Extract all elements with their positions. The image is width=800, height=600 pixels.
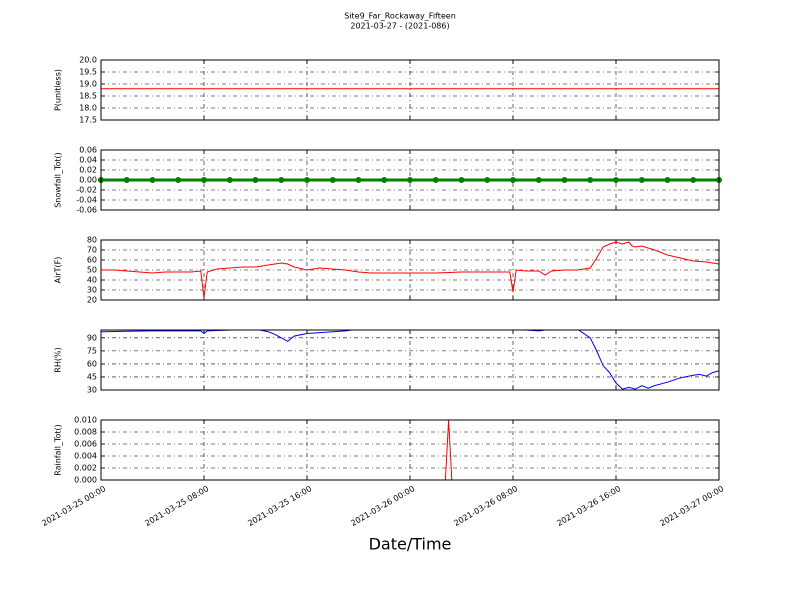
y-tick-label: 40 — [87, 276, 97, 285]
y-tick-label: 19.0 — [79, 80, 97, 89]
y-tick-label: 19.5 — [79, 68, 97, 77]
y-tick-label: 50 — [87, 266, 97, 275]
data-point — [561, 177, 568, 183]
y-tick-label: 18.0 — [79, 104, 97, 113]
data-point — [510, 177, 516, 183]
chart-title: Site9_Far_Rockaway_Fifteen — [344, 12, 456, 21]
x-tick-label: 2021-03-25 08:00 — [143, 484, 210, 528]
data-point — [484, 177, 491, 183]
data-point — [638, 177, 645, 183]
data-point — [304, 177, 310, 183]
y-tick-label: 80 — [87, 236, 97, 245]
data-point — [149, 177, 156, 183]
data-point — [587, 177, 594, 183]
data-line — [101, 241, 719, 299]
data-line — [101, 330, 719, 390]
y-tick-label: 0.006 — [74, 440, 97, 449]
data-point — [329, 177, 336, 183]
plot-frame — [100, 239, 720, 301]
data-point — [175, 177, 182, 183]
y-tick-label: 45 — [87, 372, 97, 381]
y-tick-label: -0.04 — [76, 196, 97, 205]
y-tick-label: 20 — [87, 296, 97, 305]
y-tick-label: 0.008 — [74, 428, 97, 437]
y-tick-label: 60 — [87, 359, 97, 368]
y-tick-label: 0.002 — [74, 464, 97, 473]
plot-frame — [100, 59, 720, 121]
x-tick-label: 2021-03-25 00:00 — [40, 484, 107, 528]
y-tick-label: 18.5 — [79, 92, 97, 101]
x-axis-label: Date/Time — [369, 535, 452, 554]
data-point — [123, 177, 130, 183]
y-axis-label: AirT(F) — [54, 257, 63, 284]
data-point — [690, 177, 697, 183]
y-tick-label: 20.0 — [79, 56, 97, 65]
y-tick-label: 0.02 — [79, 166, 97, 175]
y-tick-label: 0.010 — [74, 416, 97, 425]
y-tick-label: 0.004 — [74, 452, 97, 461]
data-point — [407, 177, 413, 183]
y-tick-label: 90 — [87, 333, 97, 342]
data-point — [664, 177, 671, 183]
y-tick-label: 70 — [87, 246, 97, 255]
x-tick-label: 2021-03-26 16:00 — [555, 484, 622, 528]
y-tick-label: 0.00 — [79, 176, 97, 185]
data-point — [458, 177, 465, 183]
plot-frame — [100, 419, 720, 481]
data-point — [381, 177, 388, 183]
chart-subtitle: 2021-03-27 - (2021-086) — [350, 22, 449, 31]
x-tick-label: 2021-03-25 16:00 — [246, 484, 313, 528]
plot-frame — [100, 149, 720, 211]
y-tick-label: 17.5 — [79, 116, 97, 125]
data-point — [278, 177, 285, 183]
x-tick-label: 2021-03-26 08:00 — [452, 484, 519, 528]
y-axis-label: P(unitless) — [54, 69, 63, 111]
data-point — [432, 177, 439, 183]
y-tick-label: 0.000 — [74, 476, 97, 485]
y-tick-label: 60 — [87, 256, 97, 265]
y-tick-label: -0.02 — [76, 186, 97, 195]
y-tick-label: 30 — [87, 286, 97, 295]
y-tick-label: 30 — [87, 386, 97, 395]
x-tick-label: 2021-03-27 00:00 — [658, 484, 725, 528]
y-tick-label: -0.06 — [76, 206, 97, 215]
y-axis-label: RH(%) — [54, 347, 63, 372]
y-axis-label: Rainfall_Tot() — [54, 424, 63, 476]
plot-frame — [100, 329, 720, 391]
data-point — [201, 177, 207, 183]
data-point — [355, 177, 362, 183]
y-tick-label: 0.04 — [79, 156, 97, 165]
y-tick-label: 75 — [87, 346, 97, 355]
y-axis-label: Snowfall_Tot() — [54, 152, 63, 208]
data-point — [535, 177, 542, 183]
x-tick-label: 2021-03-26 00:00 — [349, 484, 416, 528]
y-tick-label: 0.06 — [79, 146, 97, 155]
data-point — [252, 177, 259, 183]
data-point — [226, 177, 233, 183]
data-point — [613, 177, 619, 183]
